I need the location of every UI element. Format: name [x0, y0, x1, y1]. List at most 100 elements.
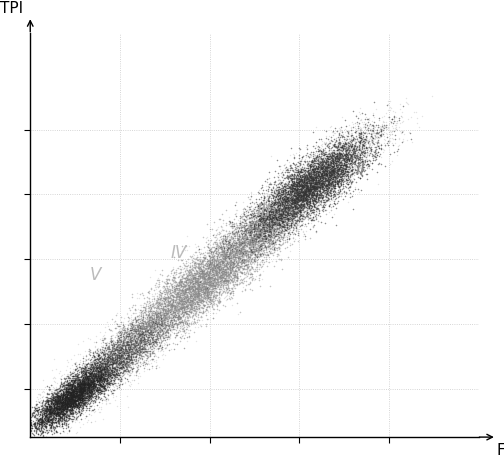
Point: [147, 330, 155, 337]
Point: [186, 268, 195, 275]
Point: [261, 222, 269, 229]
Point: [323, 170, 331, 178]
Point: [193, 264, 201, 271]
Point: [195, 288, 203, 296]
Point: [181, 309, 189, 316]
Point: [264, 216, 272, 223]
Point: [43, 382, 51, 390]
Point: [213, 254, 221, 261]
Point: [210, 275, 218, 283]
Point: [60, 404, 69, 411]
Point: [350, 156, 358, 164]
Point: [94, 372, 102, 379]
Point: [133, 325, 141, 332]
Point: [132, 341, 140, 349]
Point: [301, 206, 309, 214]
Point: [335, 132, 343, 139]
Point: [253, 232, 261, 239]
Point: [64, 388, 72, 396]
Point: [406, 129, 414, 137]
Point: [31, 404, 39, 412]
Point: [348, 157, 356, 164]
Point: [105, 339, 113, 346]
Point: [48, 397, 56, 404]
Point: [50, 394, 58, 402]
Point: [72, 383, 80, 390]
Point: [73, 380, 81, 388]
Point: [219, 272, 227, 280]
Point: [258, 241, 266, 248]
Point: [303, 163, 311, 170]
Point: [255, 214, 263, 221]
Point: [383, 129, 391, 137]
Point: [318, 166, 326, 173]
Point: [88, 392, 96, 399]
Point: [151, 327, 159, 335]
Point: [85, 390, 93, 398]
Point: [178, 296, 186, 304]
Point: [348, 153, 356, 160]
Point: [257, 244, 265, 252]
Point: [47, 423, 55, 430]
Point: [91, 379, 99, 386]
Point: [198, 288, 206, 295]
Point: [314, 172, 322, 179]
Point: [62, 398, 71, 405]
Point: [258, 214, 266, 221]
Point: [137, 335, 145, 342]
Point: [176, 303, 184, 310]
Point: [46, 397, 54, 404]
Point: [309, 159, 318, 166]
Point: [276, 220, 284, 228]
Point: [263, 218, 271, 226]
Point: [297, 189, 305, 196]
Point: [110, 372, 118, 379]
Point: [311, 181, 320, 189]
Point: [299, 227, 307, 234]
Point: [287, 181, 295, 188]
Point: [178, 303, 186, 310]
Point: [100, 369, 108, 377]
Point: [331, 154, 339, 162]
Point: [219, 249, 227, 256]
Point: [168, 300, 176, 307]
Point: [295, 172, 303, 179]
Point: [312, 180, 320, 188]
Point: [328, 163, 336, 170]
Point: [270, 214, 278, 222]
Point: [69, 394, 77, 401]
Point: [133, 341, 141, 349]
Point: [85, 384, 93, 391]
Point: [283, 207, 291, 214]
Point: [250, 237, 258, 244]
Point: [85, 350, 93, 357]
Point: [208, 255, 216, 262]
Point: [66, 402, 74, 410]
Point: [77, 367, 85, 374]
Point: [210, 247, 218, 255]
Point: [319, 160, 327, 168]
Point: [262, 186, 270, 194]
Point: [91, 398, 99, 405]
Point: [121, 366, 130, 373]
Point: [308, 176, 316, 184]
Point: [268, 221, 276, 229]
Point: [362, 135, 370, 142]
Point: [224, 252, 232, 260]
Point: [287, 172, 295, 179]
Point: [296, 193, 304, 200]
Point: [206, 268, 214, 275]
Point: [275, 215, 283, 222]
Point: [123, 354, 132, 362]
Point: [83, 351, 91, 359]
Point: [278, 217, 286, 225]
Point: [211, 284, 219, 292]
Point: [202, 272, 210, 280]
Point: [162, 307, 170, 314]
Point: [292, 199, 300, 206]
Point: [221, 284, 229, 291]
Point: [344, 152, 352, 159]
Point: [115, 357, 123, 364]
Point: [51, 398, 59, 405]
Point: [35, 420, 43, 427]
